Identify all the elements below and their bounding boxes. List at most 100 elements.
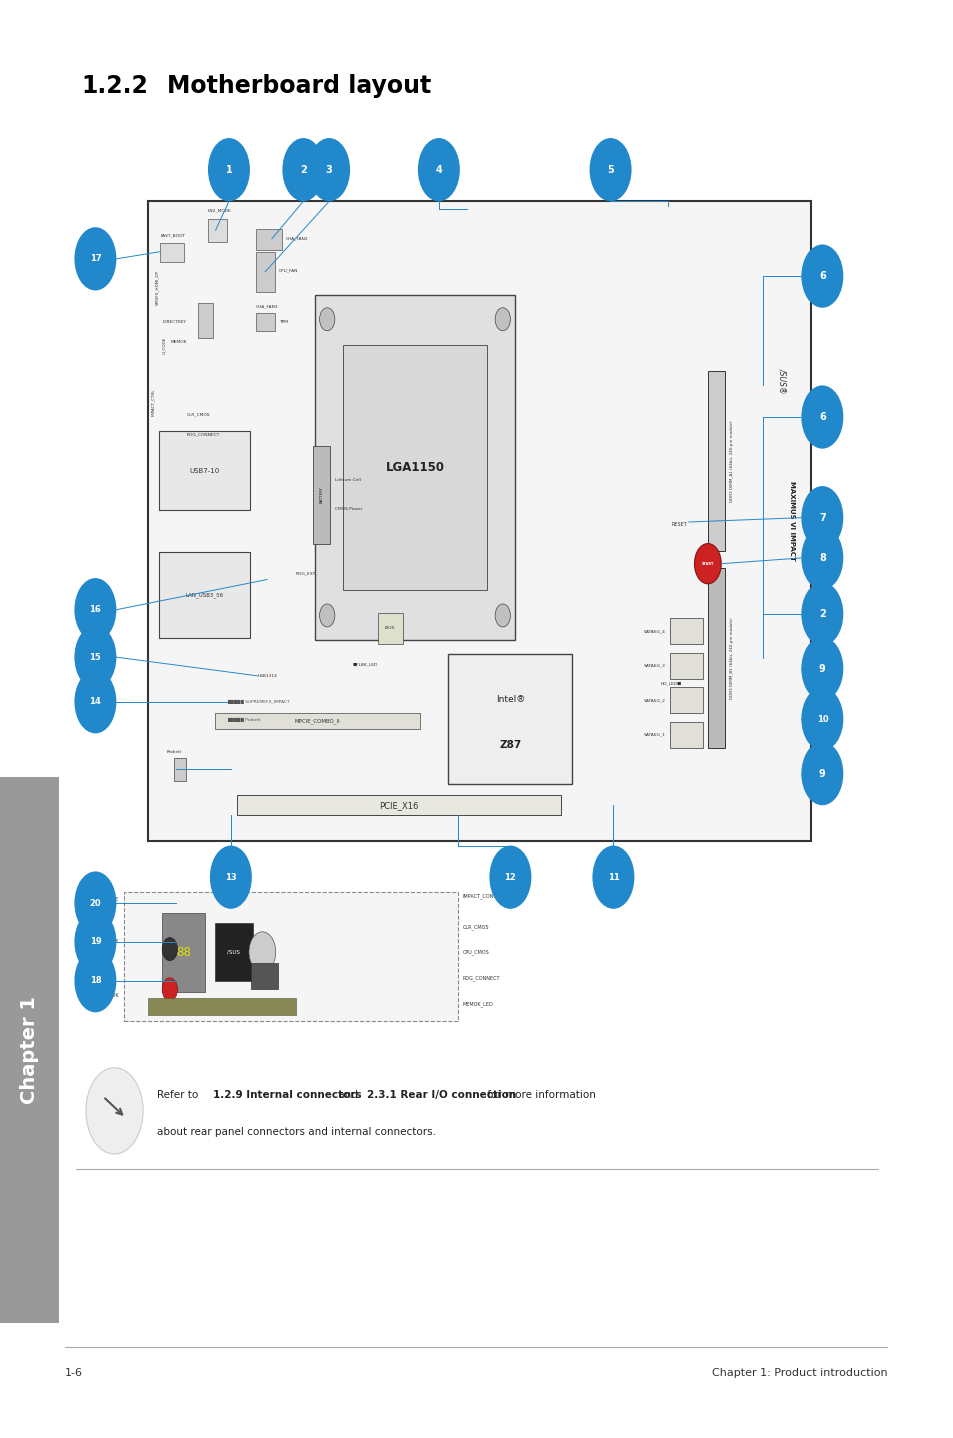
Text: MPCIE_COMBO_II: MPCIE_COMBO_II (294, 719, 339, 723)
Text: 88: 88 (176, 946, 191, 959)
Text: START: START (701, 562, 713, 565)
Circle shape (801, 526, 842, 590)
Circle shape (74, 626, 116, 689)
Text: 20: 20 (90, 899, 101, 907)
Text: █████ Probelt: █████ Probelt (227, 719, 260, 722)
Text: FAST_BOOT: FAST_BOOT (160, 233, 185, 237)
Text: ROG_CONNECT: ROG_CONNECT (462, 975, 499, 981)
Text: DIRECTKEY: DIRECTKEY (163, 321, 187, 324)
FancyBboxPatch shape (377, 613, 402, 644)
Text: 12: 12 (504, 873, 516, 881)
Circle shape (74, 227, 116, 290)
Text: TPM: TPM (278, 321, 287, 324)
Circle shape (308, 138, 350, 201)
Text: LGA1150: LGA1150 (385, 460, 444, 475)
Text: Motherboard layout: Motherboard layout (167, 75, 431, 98)
Circle shape (589, 138, 631, 201)
FancyBboxPatch shape (343, 345, 486, 590)
FancyBboxPatch shape (214, 923, 253, 981)
Text: RESET: RESET (670, 522, 686, 528)
Circle shape (74, 871, 116, 935)
FancyBboxPatch shape (313, 446, 330, 544)
Text: 2.3.1 Rear I/O connection: 2.3.1 Rear I/O connection (367, 1090, 516, 1100)
Text: SATA6G_1: SATA6G_1 (643, 733, 665, 736)
Circle shape (319, 604, 335, 627)
Text: IMPACT_CONTROL: IMPACT_CONTROL (462, 893, 506, 899)
Text: about rear panel connectors and internal connectors.: about rear panel connectors and internal… (157, 1127, 436, 1137)
Text: BIOS: BIOS (385, 627, 395, 630)
Text: 5: 5 (606, 165, 614, 174)
Text: CHA_FAN2: CHA_FAN2 (286, 237, 309, 240)
Text: ROG_CONNECT: ROG_CONNECT (187, 433, 220, 436)
Circle shape (694, 544, 720, 584)
Text: LAN_USB3_56: LAN_USB3_56 (186, 592, 223, 598)
Text: █████ SUPREMEFX_IMPACT: █████ SUPREMEFX_IMPACT (227, 700, 290, 703)
Text: 16: 16 (90, 605, 101, 614)
Text: DDR3 DIMM_B1 (64bit, 240-pin module): DDR3 DIMM_B1 (64bit, 240-pin module) (729, 617, 733, 699)
Text: PCIE_X16: PCIE_X16 (378, 801, 418, 810)
FancyBboxPatch shape (159, 552, 250, 638)
Text: 2: 2 (818, 610, 825, 618)
Circle shape (495, 604, 510, 627)
Circle shape (74, 949, 116, 1012)
Text: SATA6G_2: SATA6G_2 (643, 699, 665, 702)
Text: DDR3 DIMM_A1 (64bit, 240-pin module): DDR3 DIMM_A1 (64bit, 240-pin module) (729, 420, 733, 502)
Text: 9: 9 (818, 664, 825, 673)
Text: 6: 6 (818, 413, 825, 421)
FancyBboxPatch shape (251, 963, 277, 989)
Text: BATTERY: BATTERY (319, 486, 323, 503)
Circle shape (801, 687, 842, 751)
Circle shape (282, 138, 324, 201)
Text: 1.2.9 Internal connectors: 1.2.9 Internal connectors (213, 1090, 361, 1100)
Text: Intel®: Intel® (496, 695, 524, 705)
FancyBboxPatch shape (255, 229, 282, 250)
Text: MAXIMUS VI IMPACT: MAXIMUS VI IMPACT (788, 482, 794, 561)
Circle shape (86, 1067, 143, 1153)
Circle shape (249, 932, 275, 972)
FancyBboxPatch shape (448, 654, 572, 784)
Circle shape (801, 582, 842, 646)
Circle shape (495, 308, 510, 331)
FancyBboxPatch shape (124, 892, 457, 1021)
Circle shape (417, 138, 459, 201)
Circle shape (162, 978, 177, 1001)
FancyBboxPatch shape (236, 795, 560, 815)
Text: USB7-10: USB7-10 (190, 467, 219, 475)
FancyBboxPatch shape (255, 313, 274, 331)
FancyBboxPatch shape (173, 758, 186, 781)
Text: DIRECTKEY: DIRECTKEY (91, 939, 119, 945)
Circle shape (162, 938, 177, 961)
Text: SATA6G_4: SATA6G_4 (643, 630, 665, 633)
Text: Refer to: Refer to (157, 1090, 202, 1100)
FancyBboxPatch shape (208, 219, 227, 242)
Text: 1: 1 (225, 165, 233, 174)
FancyBboxPatch shape (148, 998, 295, 1015)
Circle shape (74, 578, 116, 641)
Text: 7: 7 (818, 513, 825, 522)
Text: 14: 14 (90, 697, 101, 706)
Text: Chapter 1: Product introduction: Chapter 1: Product introduction (711, 1369, 886, 1378)
Text: /SUS: /SUS (227, 949, 240, 955)
Text: 17: 17 (90, 255, 101, 263)
Text: CPU_FAN: CPU_FAN (278, 269, 297, 272)
Text: IMPACT_CTRL: IMPACT_CTRL (151, 388, 154, 417)
Text: CLR_CMOS: CLR_CMOS (187, 413, 211, 416)
Text: LN2_MODE: LN2_MODE (208, 209, 232, 213)
Circle shape (801, 244, 842, 308)
Text: CHA_FAN3: CHA_FAN3 (255, 305, 278, 308)
FancyBboxPatch shape (669, 687, 702, 713)
Text: 3: 3 (325, 165, 333, 174)
Circle shape (208, 138, 250, 201)
Circle shape (74, 910, 116, 974)
FancyBboxPatch shape (669, 653, 702, 679)
Text: ROG_EXT: ROG_EXT (295, 572, 315, 575)
Text: F_PANEL: F_PANEL (815, 754, 833, 756)
Text: Lithium Cell: Lithium Cell (335, 477, 360, 482)
Text: 11: 11 (607, 873, 618, 881)
Text: /SUS®: /SUS® (777, 368, 786, 394)
Circle shape (592, 846, 634, 909)
Text: MEMOK: MEMOK (171, 341, 187, 344)
Text: 13: 13 (225, 873, 236, 881)
Circle shape (319, 308, 335, 331)
Text: Chapter 1: Chapter 1 (20, 995, 39, 1104)
